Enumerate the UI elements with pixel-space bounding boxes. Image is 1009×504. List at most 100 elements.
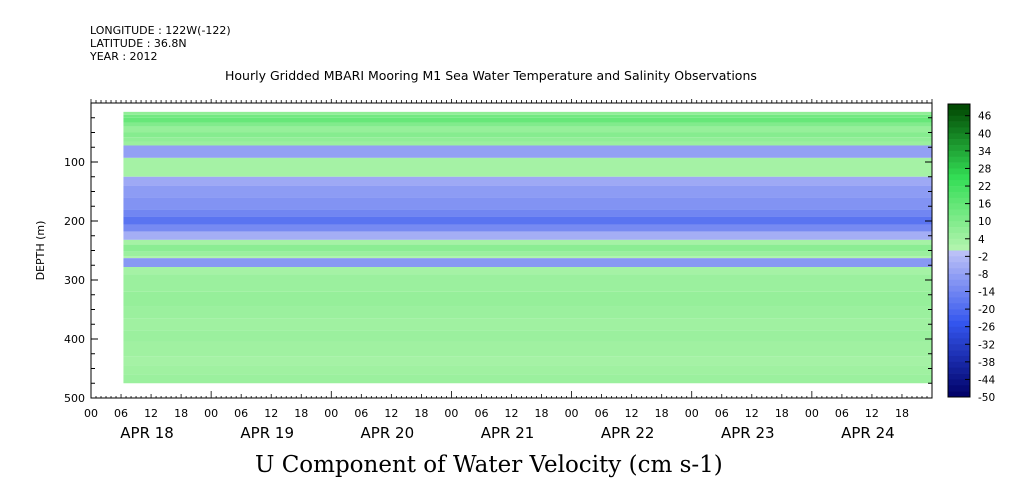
heatmap-band (123, 330, 932, 342)
x-tick-label: 12 (625, 407, 639, 420)
x-day-label: APR 21 (481, 424, 535, 442)
y-tick-label: 200 (64, 215, 85, 228)
x-tick-label: 18 (535, 407, 549, 420)
heatmap-band (123, 137, 932, 142)
x-tick-label: 06 (234, 407, 248, 420)
colorbar-swatch (948, 291, 970, 298)
colorbar-swatch (948, 133, 970, 140)
colorbar-swatch (948, 326, 970, 333)
colorbar-swatch (948, 262, 970, 269)
y-tick-label: 400 (64, 333, 85, 346)
colorbar-swatch (948, 203, 970, 210)
colorbar-label: 16 (978, 199, 992, 211)
heatmap-band (123, 157, 932, 177)
colorbar-swatch (948, 168, 970, 175)
colorbar-swatch (948, 385, 970, 392)
heatmap-band (123, 341, 932, 357)
x-axis: 00 06 12 18 00 06 12 18 00 06 12 18 00 06 12 18 00 06 12 18… (84, 99, 933, 442)
colorbar-swatch (948, 279, 970, 286)
heatmap-band (123, 111, 932, 115)
colorbar-swatch (948, 104, 970, 111)
colorbar-swatch (948, 121, 970, 128)
heatmap-band (123, 365, 932, 375)
colorbar-swatch (948, 367, 970, 374)
colorbar-swatch (948, 221, 970, 228)
x-tick-label: 18 (294, 407, 308, 420)
x-tick-label: 18 (895, 407, 909, 420)
colorbar-swatch (948, 285, 970, 292)
heatmap-band (123, 145, 932, 158)
x-tick-label: 12 (505, 407, 519, 420)
colorbar-label: 46 (978, 111, 992, 123)
colorbar-swatch (948, 256, 970, 263)
x-tick-label: 00 (444, 407, 458, 420)
colorbar-swatch (948, 373, 970, 380)
colorbar-swatch (948, 273, 970, 281)
heatmap-band (123, 141, 932, 146)
colorbar-swatch (948, 109, 970, 117)
colorbar-label: 40 (978, 128, 991, 140)
variable-title: U Component of Water Velocity (cm s-1) (255, 452, 723, 478)
colorbar-swatch (948, 209, 970, 216)
y-axis-label: DEPTH (m) (34, 221, 47, 281)
x-tick-label: 00 (324, 407, 338, 420)
colorbar-swatch (948, 338, 970, 345)
heatmap-band (123, 176, 932, 186)
colorbar-label: 34 (978, 146, 992, 158)
x-tick-label: 18 (655, 407, 669, 420)
colorbar-swatch (948, 162, 970, 169)
heatmap-band (123, 374, 932, 384)
colorbar: 46 40 34 28 22 16 10 4 -2 -8 -14 -20 -26 -32 -38 -44 -50 (947, 103, 995, 404)
colorbar-swatch (948, 309, 970, 316)
heatmap-band (123, 114, 932, 118)
x-tick-label: 00 (204, 407, 218, 420)
colorbar-label: -32 (978, 339, 995, 351)
colorbar-swatch (948, 303, 970, 310)
x-tick-label: 00 (805, 407, 819, 420)
x-tick-label: 18 (414, 407, 428, 420)
x-tick-label: 06 (835, 407, 849, 420)
x-tick-label: 06 (114, 407, 128, 420)
heatmap-band (123, 318, 932, 331)
y-axis: 100 200 300 400 500 DEPTH (m) (34, 102, 932, 405)
colorbar-swatch (948, 215, 970, 222)
x-tick-label: 06 (474, 407, 488, 420)
heatmap-band (123, 117, 932, 123)
colorbar-swatch (948, 244, 970, 251)
colorbar-label: 4 (978, 234, 985, 246)
colorbar-swatch (948, 350, 970, 357)
heatmap-band (123, 185, 932, 198)
colorbar-swatch (948, 355, 970, 363)
colorbar-swatch (948, 344, 970, 351)
colorbar-label: -50 (978, 392, 995, 404)
colorbar-swatch (948, 139, 970, 146)
y-tick-label: 100 (64, 156, 85, 169)
heatmap-band (123, 258, 932, 268)
colorbar-label: -20 (978, 304, 995, 316)
x-tick-label: 06 (715, 407, 729, 420)
colorbar-swatch (948, 379, 970, 386)
x-tick-label: 18 (775, 407, 789, 420)
colorbar-swatch (948, 191, 970, 199)
heatmap-band (123, 267, 932, 275)
colorbar-swatch (948, 314, 970, 322)
colorbar-swatch (948, 156, 970, 163)
heatmap-band (123, 244, 932, 252)
colorbar-label: 10 (978, 216, 991, 228)
x-tick-label: 12 (144, 407, 158, 420)
heatmap-band (123, 274, 932, 292)
heatmap-band (123, 291, 932, 307)
heatmap-band (123, 122, 932, 127)
colorbar-swatch (948, 197, 970, 204)
heatmap-band (123, 197, 932, 210)
colorbar-label: -44 (978, 374, 995, 386)
y-tick-label: 500 (64, 392, 85, 405)
heatmap-band (123, 126, 932, 133)
year-label: YEAR : 2012 (90, 50, 158, 63)
metadata-block: LONGITUDE : 122W(-122) LATITUDE : 36.8N … (90, 24, 231, 63)
colorbar-label: -26 (978, 322, 995, 334)
colorbar-frame (947, 103, 971, 398)
colorbar-swatch (948, 268, 970, 275)
colorbar-swatch (948, 145, 970, 152)
colorbar-label: 28 (978, 163, 991, 175)
